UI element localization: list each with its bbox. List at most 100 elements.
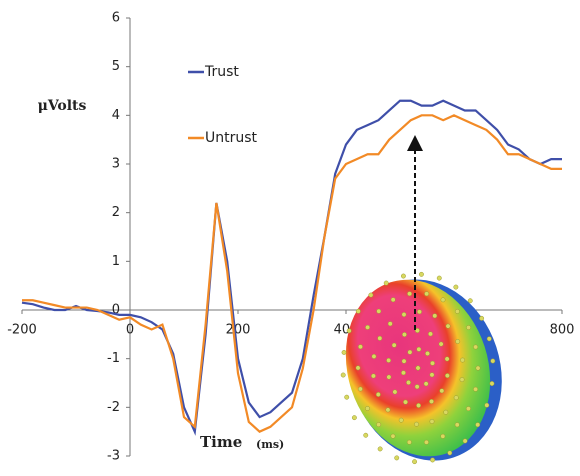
electrode bbox=[423, 439, 429, 445]
electrode bbox=[436, 275, 442, 281]
data-line bbox=[22, 114, 562, 433]
electrode bbox=[376, 422, 382, 428]
x-axis-unit: (ms) bbox=[256, 438, 284, 451]
electrode bbox=[465, 406, 471, 412]
electrode bbox=[403, 399, 408, 405]
electrode bbox=[462, 438, 468, 444]
electrode bbox=[375, 392, 381, 397]
electrode bbox=[341, 349, 347, 355]
electrode bbox=[466, 325, 471, 331]
electrode bbox=[430, 457, 436, 463]
electrode bbox=[443, 409, 449, 415]
y-tick-label: -1 bbox=[107, 351, 120, 366]
electrode bbox=[377, 335, 383, 341]
electrode bbox=[475, 422, 481, 428]
electrode bbox=[428, 331, 433, 337]
electrode bbox=[402, 332, 407, 337]
electrode bbox=[391, 342, 397, 348]
electrode bbox=[387, 321, 393, 327]
y-tick-label: 1 bbox=[112, 254, 120, 269]
electrode bbox=[479, 315, 485, 321]
electrode bbox=[414, 384, 420, 390]
electrode bbox=[394, 455, 400, 461]
data-line bbox=[21, 99, 562, 436]
electrode bbox=[454, 422, 460, 428]
electrode bbox=[415, 365, 421, 371]
electrode bbox=[390, 433, 396, 439]
electrode bbox=[430, 360, 435, 366]
legend-label: Untrust bbox=[205, 130, 258, 146]
electrode bbox=[459, 377, 465, 383]
electrode bbox=[383, 280, 389, 286]
electrode bbox=[453, 284, 459, 290]
electrode bbox=[401, 370, 406, 376]
electrode bbox=[429, 372, 435, 378]
electrode bbox=[371, 353, 377, 359]
electrode bbox=[401, 358, 407, 364]
x-tick-label: 0 bbox=[126, 323, 134, 338]
electrode bbox=[425, 351, 430, 356]
electrode bbox=[340, 372, 346, 378]
y-tick-label: -2 bbox=[107, 400, 120, 415]
electrode bbox=[418, 271, 424, 277]
electrode bbox=[489, 381, 495, 387]
electrode bbox=[438, 341, 444, 347]
electrode bbox=[363, 432, 369, 438]
electrode bbox=[444, 373, 450, 379]
electrode bbox=[401, 312, 407, 317]
electrode bbox=[376, 308, 382, 314]
electrode bbox=[346, 328, 352, 334]
y-tick-label: 2 bbox=[112, 205, 120, 220]
electrode bbox=[473, 386, 478, 392]
electrode bbox=[355, 365, 361, 371]
electrode bbox=[490, 358, 496, 364]
legend-label: Trust bbox=[204, 64, 239, 80]
electrode bbox=[414, 328, 420, 333]
electrode bbox=[484, 402, 490, 408]
y-tick-label: 5 bbox=[112, 59, 120, 74]
electrode bbox=[344, 394, 350, 400]
electrode bbox=[414, 421, 419, 427]
electrode bbox=[444, 356, 450, 362]
electrode bbox=[406, 380, 411, 385]
electrode bbox=[400, 273, 406, 279]
electrode bbox=[365, 405, 370, 411]
electrode bbox=[371, 373, 376, 379]
electrode bbox=[447, 450, 453, 456]
electrode bbox=[407, 291, 413, 297]
y-tick-label: -3 bbox=[107, 449, 120, 464]
electrode bbox=[429, 419, 435, 424]
x-tick-label: -200 bbox=[7, 323, 37, 338]
y-tick-label: 3 bbox=[112, 157, 120, 172]
brain-map bbox=[340, 271, 502, 465]
electrode bbox=[398, 417, 404, 423]
electrode bbox=[386, 374, 392, 380]
electrode bbox=[424, 291, 430, 297]
electrode bbox=[406, 439, 412, 445]
electrode bbox=[486, 336, 492, 342]
electrode bbox=[412, 459, 418, 465]
electrode bbox=[439, 388, 445, 394]
electrode bbox=[445, 323, 451, 329]
y-tick-label: 4 bbox=[112, 108, 120, 123]
electrode bbox=[475, 365, 481, 371]
y-axis-title: μVolts bbox=[38, 98, 87, 114]
electrode bbox=[432, 313, 438, 319]
electrode bbox=[407, 349, 413, 355]
x-tick-label: 800 bbox=[550, 323, 575, 338]
electrode bbox=[455, 339, 461, 344]
electrode bbox=[368, 292, 374, 298]
x-tick-label: 200 bbox=[226, 323, 251, 338]
electrode bbox=[386, 357, 392, 363]
electrode bbox=[357, 386, 363, 392]
y-tick-label: 0 bbox=[112, 303, 120, 318]
electrode bbox=[453, 395, 459, 401]
electrode bbox=[429, 399, 434, 404]
electrode bbox=[385, 407, 391, 413]
electrode bbox=[351, 415, 357, 421]
x-axis-title: Time bbox=[200, 433, 242, 451]
electrode bbox=[358, 344, 363, 350]
electrode bbox=[467, 298, 473, 304]
